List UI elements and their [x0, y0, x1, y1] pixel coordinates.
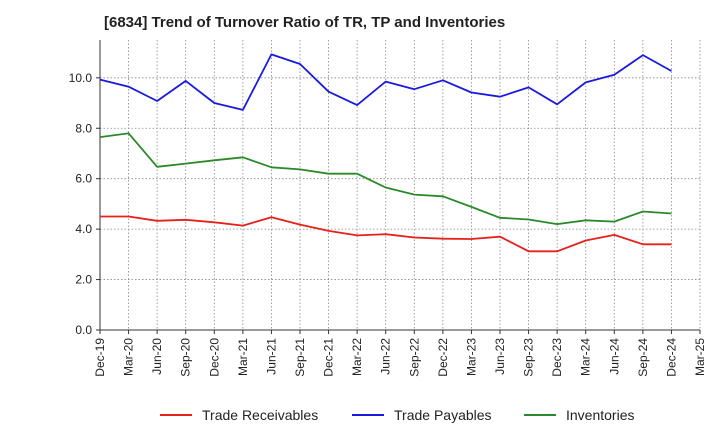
x-tick-label: Dec-22 — [436, 338, 450, 377]
x-tick-label: Dec-19 — [93, 338, 107, 377]
y-tick-label: 6.0 — [75, 172, 92, 186]
series-line-trade-payables — [99, 53, 672, 111]
tick-labels: 0.0 2.0 4.0 6.0 8.0 10.0 Dec-19 Mar-20 Jun-20 Sep… — [69, 71, 707, 377]
legend-label: Trade Receivables — [202, 407, 319, 423]
series-line-trade-receivables — [100, 215, 672, 253]
x-tick-label: Mar-22 — [350, 338, 364, 376]
legend-label: Trade Payables — [394, 407, 492, 423]
series-line-inventories — [99, 132, 672, 226]
x-tick-label: Mar-23 — [464, 338, 478, 376]
x-tick-label: Dec-20 — [207, 338, 221, 377]
legend-swatch — [352, 414, 384, 416]
y-tick-label: 0.0 — [75, 323, 92, 337]
chart-title: [6834] Trend of Turnover Ratio of TR, TP… — [104, 14, 506, 31]
x-tick-label: Mar-24 — [579, 338, 593, 376]
legend-swatch — [524, 414, 556, 416]
x-tick-label: Mar-20 — [122, 338, 136, 376]
legend-swatch — [160, 414, 192, 416]
x-tick-label: Jun-22 — [379, 338, 393, 375]
x-tick-label: Sep-23 — [522, 338, 536, 377]
y-tick-label: 4.0 — [75, 222, 92, 236]
legend-label: Inventories — [566, 407, 635, 423]
y-tick-label: 10.0 — [69, 71, 93, 85]
grid — [99, 40, 701, 331]
series — [99, 53, 672, 253]
x-tick-label: Jun-24 — [607, 338, 621, 375]
axes — [96, 40, 701, 334]
x-tick-label: Dec-21 — [322, 338, 336, 377]
x-tick-label: Mar-21 — [236, 338, 250, 376]
x-tick-label: Dec-23 — [550, 338, 564, 377]
legend-item-trade-receivables: Trade Receivables — [160, 404, 318, 426]
legend: Trade Receivables Trade Payables Invento… — [0, 404, 720, 426]
x-tick-label: Sep-22 — [407, 338, 421, 377]
y-tick-label: 8.0 — [75, 121, 92, 135]
y-tick-label: 2.0 — [75, 273, 92, 287]
x-tick-label: Dec-24 — [664, 338, 678, 377]
legend-item-trade-payables: Trade Payables — [352, 404, 492, 426]
x-tick-label: Jun-20 — [150, 338, 164, 375]
x-tick-label: Jun-21 — [264, 338, 278, 375]
legend-item-inventories: Inventories — [524, 404, 634, 426]
x-tick-label: Sep-21 — [293, 338, 307, 377]
x-tick-label: Sep-20 — [179, 338, 193, 377]
x-tick-label: Sep-24 — [636, 338, 650, 377]
x-tick-label: Jun-23 — [493, 338, 507, 375]
x-tick-label: Mar-25 — [693, 338, 707, 376]
